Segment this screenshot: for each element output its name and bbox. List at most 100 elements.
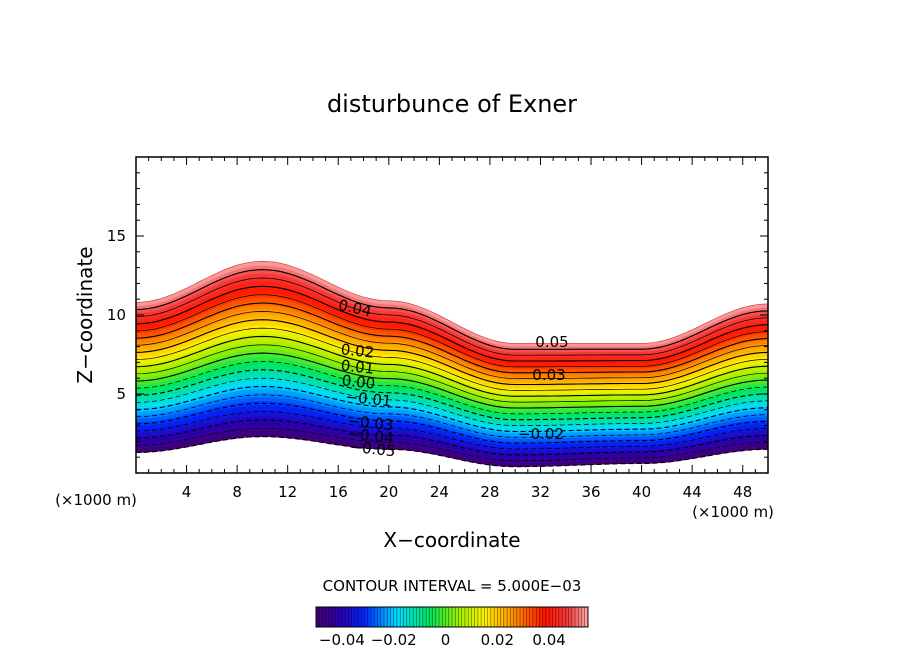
colorbar-frame <box>315 606 589 628</box>
colorbar-swatch <box>328 607 333 627</box>
x-tick-label: 12 <box>278 483 297 501</box>
x-tick-label: 48 <box>733 483 752 501</box>
contour-line <box>135 327 769 391</box>
colorbar-swatch <box>345 607 349 627</box>
contour-label-0.00: 0.00 <box>341 371 376 392</box>
colorbar-swatch <box>555 607 560 627</box>
x-tick-label: 24 <box>430 483 449 501</box>
colorbar-swatch <box>445 607 450 627</box>
colorbar-swatch <box>448 607 453 627</box>
contour-label-neg-0.01: −0.01 <box>345 388 393 411</box>
colorbar-swatch <box>532 607 537 627</box>
colorbar-swatch <box>471 607 476 627</box>
colorbar-swatch <box>322 607 327 627</box>
colorbar-swatch <box>461 607 466 627</box>
colorbar-swatch <box>549 607 553 627</box>
colorbar-swatch <box>380 607 385 627</box>
colorbar-swatch <box>494 607 498 627</box>
contour-line <box>135 294 769 368</box>
colorbar-swatch <box>458 607 463 627</box>
colorbar-swatch <box>581 607 586 627</box>
colorbar-swatch <box>435 607 440 627</box>
colorbar-swatch <box>513 607 518 627</box>
y-tick-label: 15 <box>107 227 126 245</box>
colorbar-swatch <box>474 607 479 627</box>
colorbar-swatch <box>358 607 362 627</box>
colorbar-swatch <box>455 607 459 627</box>
colorbar-swatch <box>442 607 446 627</box>
colorbar-swatch <box>562 607 566 627</box>
colorbar-swatch <box>403 607 408 627</box>
colorbar-swatch <box>510 607 514 627</box>
y-tick-label: 5 <box>116 385 126 403</box>
colorbar-swatch <box>477 607 482 627</box>
x-tick-label: 40 <box>632 483 651 501</box>
colorbar-swatch <box>578 607 582 627</box>
colorbar-swatch <box>500 607 505 627</box>
colorbar-swatch <box>526 607 531 627</box>
x-unit-right: (×1000 m) <box>692 503 774 521</box>
colorbar-swatch <box>468 607 472 627</box>
colorbar-swatch <box>316 607 320 627</box>
contour-label-neg-0.02: −0.02 <box>518 425 564 443</box>
colorbar-swatch <box>571 607 576 627</box>
colorbar-swatch <box>390 607 395 627</box>
colorbar-swatch <box>367 607 372 627</box>
contour-line <box>135 436 769 468</box>
contour-line <box>135 269 769 350</box>
contour-labels: 0.05 0.04 0.03 0.02 0.01 0.00 −0.01 −0.0… <box>337 296 569 461</box>
contour-interval-label: CONTOUR INTERVAL = 5.000E−03 <box>323 577 582 595</box>
colorbar-swatch <box>429 607 433 627</box>
contour-line <box>135 285 769 362</box>
colorbar-swatch <box>384 607 388 627</box>
colorbar-swatch <box>400 607 404 627</box>
colorbar-swatch <box>568 607 573 627</box>
contour-line <box>135 344 769 403</box>
contour-line <box>135 419 769 456</box>
contour-line <box>135 352 769 409</box>
colorbar-swatch <box>364 607 369 627</box>
colorbar-swatch <box>464 607 469 627</box>
contour-label-neg-0.04: −0.04 <box>347 425 395 448</box>
x-tick-label: 16 <box>329 483 348 501</box>
colorbar-swatch <box>490 607 495 627</box>
colorbar-swatch <box>542 607 547 627</box>
colorbar-swatch <box>341 607 346 627</box>
colorbar-swatch <box>516 607 521 627</box>
x-tick-label: 44 <box>683 483 702 501</box>
colorbar-swatch <box>393 607 398 627</box>
colorbar-tick-label: 0.02 <box>481 631 514 649</box>
contour-line <box>135 361 769 415</box>
colorbar-tick-label: −0.04 <box>319 631 365 649</box>
field-upper-boundary <box>135 260 769 344</box>
colorbar-swatch <box>481 607 485 627</box>
colorbar-swatch <box>539 607 544 627</box>
colorbar-swatch <box>335 607 340 627</box>
colorbar-swatch <box>422 607 427 627</box>
x-axis-label: X−coordinate <box>383 528 520 552</box>
colorbar-tick-label: 0.04 <box>532 631 565 649</box>
colorbar-swatch <box>520 607 524 627</box>
chart-title: disturbunce of Exner <box>327 90 577 118</box>
colorbar-swatch <box>565 607 569 627</box>
x-axis-ticks: 4 8 12 16 20 24 28 32 36 40 44 48 <box>148 157 756 501</box>
x-tick-label: 8 <box>232 483 242 501</box>
contour-line <box>135 427 769 462</box>
colorbar-swatch <box>409 607 414 627</box>
contour-label-0.05: 0.05 <box>535 333 568 351</box>
colorbar-swatch <box>416 607 421 627</box>
colorbar-swatch <box>487 607 492 627</box>
contour-line <box>135 377 769 426</box>
colorbar-swatch <box>545 607 550 627</box>
colorbar-labels: −0.04 −0.02 0 0.02 0.04 <box>319 631 566 649</box>
colorbar-swatch <box>439 607 443 627</box>
colorbar-swatch <box>426 607 430 627</box>
colorbar-swatch <box>536 607 540 627</box>
contour-line <box>135 394 769 438</box>
colorbar-swatch <box>332 607 336 627</box>
colorbar-swatch <box>361 607 365 627</box>
contour-line <box>135 369 769 421</box>
contour-lines <box>135 260 769 468</box>
colorbar-swatch <box>354 607 359 627</box>
